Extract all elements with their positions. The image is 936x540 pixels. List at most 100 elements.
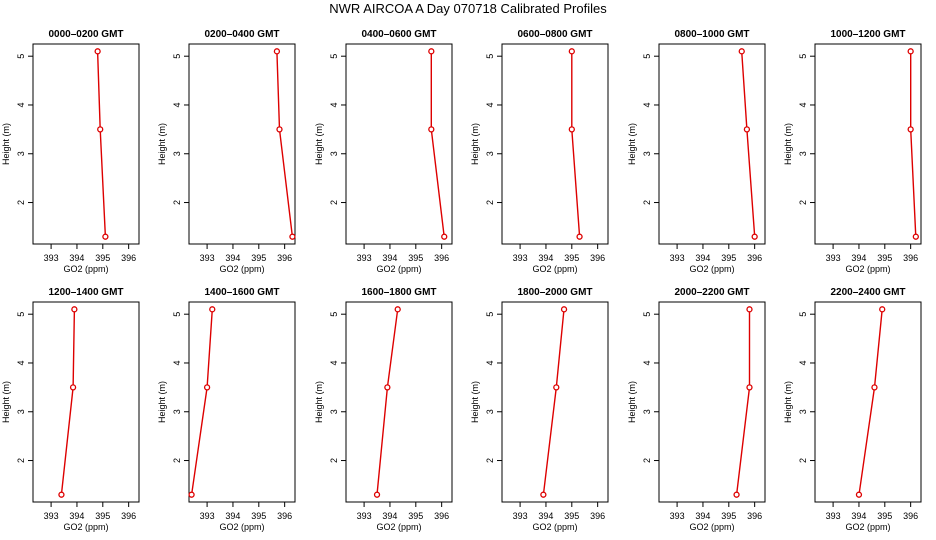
y-tick-label: 3 bbox=[16, 151, 26, 156]
x-tick-label: 396 bbox=[121, 511, 136, 521]
data-point bbox=[97, 126, 104, 133]
series-line bbox=[430, 51, 445, 237]
x-tick-label: 395 bbox=[95, 253, 110, 263]
y-tick-label: 5 bbox=[172, 312, 182, 317]
plot-frame bbox=[658, 301, 766, 503]
x-tick-label: 396 bbox=[747, 511, 762, 521]
plot-frame bbox=[814, 301, 922, 503]
y-tick-label: 3 bbox=[642, 151, 652, 156]
y-tick-label: 2 bbox=[172, 200, 182, 205]
y-tick-label: 5 bbox=[642, 312, 652, 317]
y-tick-label: 4 bbox=[642, 360, 652, 365]
y-tick-label: 4 bbox=[172, 102, 182, 107]
x-tick-label: 395 bbox=[251, 253, 266, 263]
y-tick-label: 5 bbox=[172, 54, 182, 59]
x-tick-label: 394 bbox=[538, 253, 553, 263]
panel-title: 1800–2000 GMT bbox=[517, 287, 592, 298]
data-point bbox=[441, 233, 448, 240]
y-axis-label: Height (m) bbox=[1, 381, 11, 423]
plot-frame bbox=[501, 43, 609, 245]
y-tick-label: 2 bbox=[329, 200, 339, 205]
series-line bbox=[376, 309, 399, 495]
x-tick-label: 396 bbox=[277, 511, 292, 521]
x-tick-label: 396 bbox=[747, 253, 762, 263]
x-tick-label: 396 bbox=[590, 511, 605, 521]
series-line bbox=[190, 309, 213, 495]
x-tick-label: 395 bbox=[408, 253, 423, 263]
y-tick-label: 3 bbox=[329, 151, 339, 156]
y-tick-label: 4 bbox=[329, 360, 339, 365]
data-point bbox=[576, 233, 583, 240]
data-point bbox=[855, 491, 863, 498]
y-tick-label: 4 bbox=[798, 102, 808, 107]
data-point bbox=[428, 48, 435, 55]
x-tick-label: 394 bbox=[225, 253, 240, 263]
x-tick-label: 396 bbox=[434, 511, 449, 521]
plot-frame bbox=[814, 43, 922, 245]
x-tick-label: 395 bbox=[564, 511, 579, 521]
data-point bbox=[540, 491, 547, 498]
y-tick-label: 3 bbox=[642, 409, 652, 414]
x-axis-label: GO2 (ppm) bbox=[376, 264, 421, 274]
data-point bbox=[560, 306, 568, 313]
data-point bbox=[188, 491, 195, 498]
series-line bbox=[571, 51, 581, 237]
data-point bbox=[733, 491, 740, 498]
y-tick-label: 3 bbox=[485, 151, 495, 156]
data-point bbox=[102, 233, 109, 240]
data-point bbox=[751, 233, 758, 240]
y-tick-label: 5 bbox=[485, 312, 495, 317]
x-tick-label: 393 bbox=[44, 511, 59, 521]
data-point bbox=[94, 48, 101, 55]
data-point bbox=[203, 384, 211, 391]
plot-frame bbox=[188, 43, 296, 245]
data-point bbox=[384, 384, 391, 391]
y-tick-label: 4 bbox=[642, 102, 652, 107]
x-tick-label: 394 bbox=[225, 511, 240, 521]
y-tick-label: 3 bbox=[798, 409, 808, 414]
panel-title: 1400–1600 GMT bbox=[204, 287, 279, 298]
y-tick-label: 2 bbox=[485, 458, 495, 463]
data-point bbox=[746, 306, 753, 313]
x-tick-label: 393 bbox=[826, 253, 841, 263]
series-line bbox=[60, 309, 76, 495]
y-tick-label: 2 bbox=[172, 458, 182, 463]
data-point bbox=[907, 48, 914, 55]
y-tick-label: 2 bbox=[642, 458, 652, 463]
x-tick-label: 394 bbox=[538, 511, 553, 521]
series-line bbox=[542, 309, 565, 495]
x-tick-label: 395 bbox=[877, 253, 892, 263]
data-point bbox=[71, 306, 78, 313]
y-tick-label: 5 bbox=[16, 312, 26, 317]
x-tick-label: 393 bbox=[357, 253, 372, 263]
y-tick-label: 3 bbox=[172, 151, 182, 156]
y-tick-label: 2 bbox=[329, 458, 339, 463]
x-axis-label: GO2 (ppm) bbox=[845, 264, 890, 274]
plot-frame bbox=[32, 43, 140, 245]
y-tick-label: 4 bbox=[485, 102, 495, 107]
data-point bbox=[273, 48, 281, 55]
x-tick-label: 395 bbox=[877, 511, 892, 521]
series-line bbox=[858, 309, 883, 495]
y-tick-label: 4 bbox=[485, 360, 495, 365]
data-point bbox=[394, 306, 401, 313]
panel-title: 1200–1400 GMT bbox=[48, 287, 123, 298]
x-tick-label: 395 bbox=[564, 253, 579, 263]
panel-title: 0200–0400 GMT bbox=[204, 29, 279, 40]
series-line bbox=[276, 51, 294, 237]
y-tick-label: 5 bbox=[642, 54, 652, 59]
y-axis-label: Height (m) bbox=[157, 123, 167, 165]
x-tick-label: 393 bbox=[513, 511, 528, 521]
y-tick-label: 5 bbox=[485, 54, 495, 59]
data-point bbox=[907, 126, 914, 133]
plot-frame bbox=[188, 301, 296, 503]
data-point bbox=[58, 491, 65, 498]
y-tick-label: 3 bbox=[485, 409, 495, 414]
x-tick-label: 395 bbox=[721, 511, 736, 521]
x-tick-label: 394 bbox=[69, 511, 84, 521]
x-tick-label: 394 bbox=[851, 253, 866, 263]
panel-title: 2000–2200 GMT bbox=[674, 287, 749, 298]
data-point bbox=[912, 233, 919, 240]
y-tick-label: 5 bbox=[798, 54, 808, 59]
